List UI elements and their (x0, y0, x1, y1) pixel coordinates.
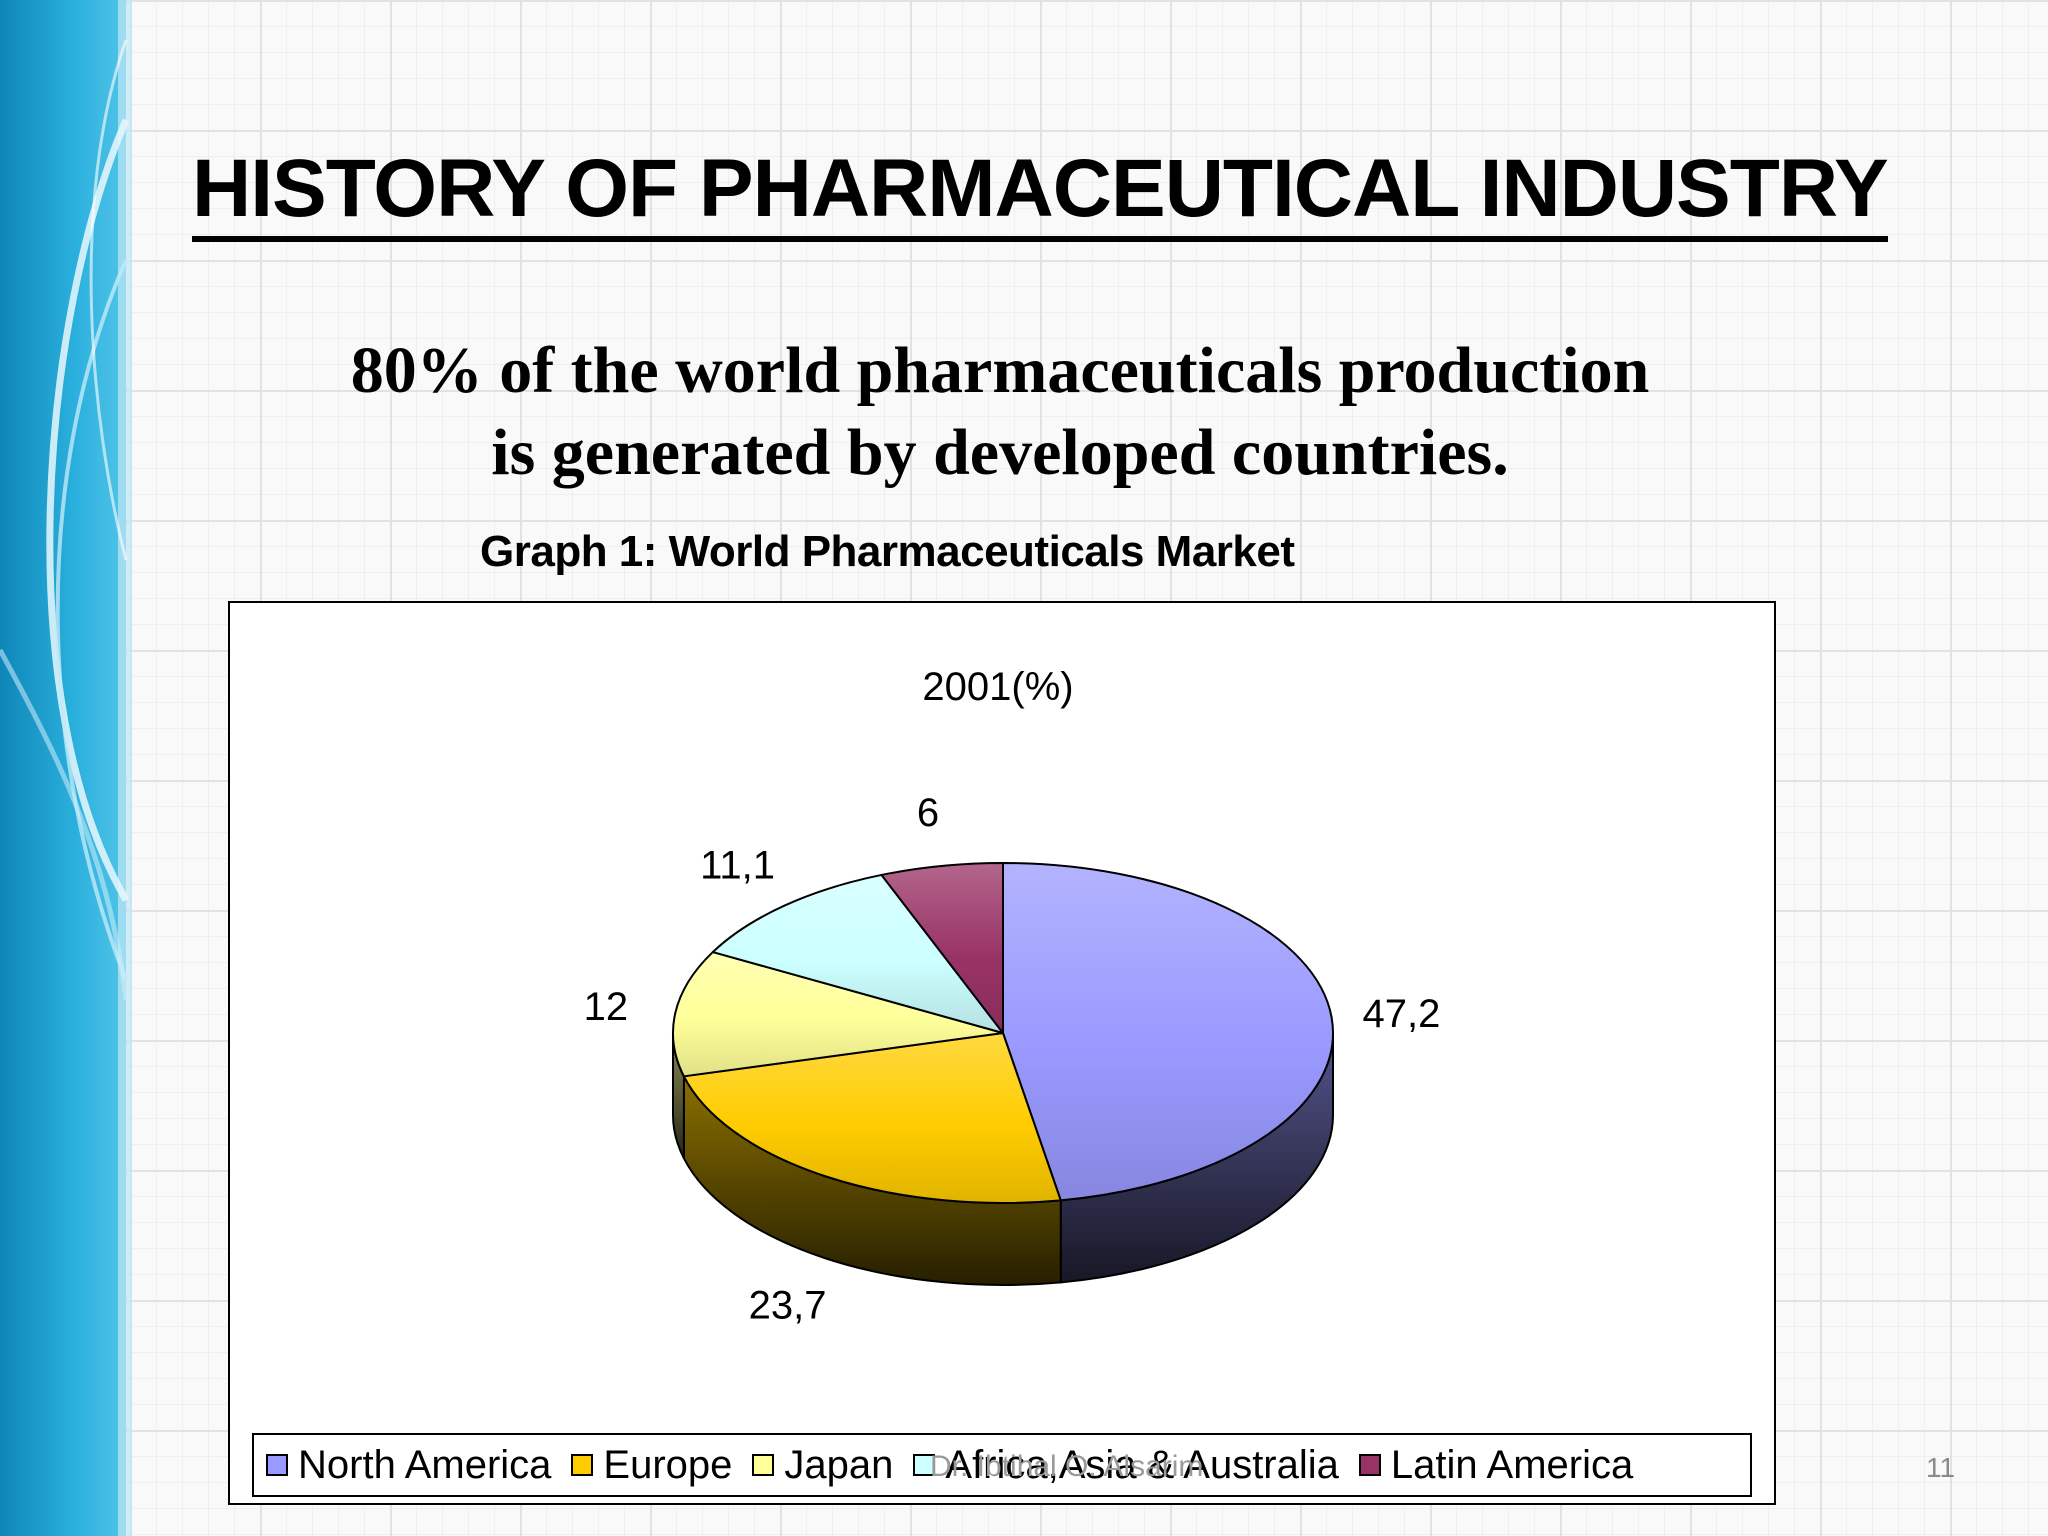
subtitle-line-2: is generated by developed countries. (491, 416, 1509, 489)
legend-swatch (913, 1454, 936, 1476)
slice-value-label: 47,2 (1363, 992, 1441, 1036)
legend-swatch (571, 1454, 594, 1476)
legend-item: North America (266, 1443, 551, 1488)
pie-slice (711, 873, 1004, 1034)
legend-label: Europe (603, 1442, 733, 1487)
chart-legend: North America Europe Japan Africa,Asia & Au… (252, 1433, 1752, 1497)
pie-slice (880, 862, 1004, 1034)
pie-slice (672, 951, 1004, 1078)
legend-label: Japan (784, 1442, 894, 1487)
footer-author: Dr. Ibtihal O. Alsarim (930, 1450, 1204, 1483)
legend-swatch (1358, 1454, 1381, 1476)
page-number: 11 (1926, 1452, 1956, 1483)
legend-item: Europe (571, 1443, 732, 1488)
legend-label: Africa,Asia & Australia (945, 1442, 1339, 1487)
slice-value-label: 6 (917, 791, 939, 835)
slide-title: HISTORY OF PHARMACEUTICAL INDUSTRY (192, 148, 1889, 242)
pie-slice (1002, 862, 1334, 1202)
slide-subtitle: 80% of the world pharmaceuticals product… (240, 330, 1760, 494)
pie-chart: 2001(%) 47,2 23,7 12 11,1 6 (584, 665, 1441, 1328)
chart-title: 2001(%) (922, 665, 1073, 709)
legend-label: North America (298, 1442, 552, 1487)
legend-item: Japan (752, 1443, 893, 1488)
legend-item: Latin America (1358, 1442, 1634, 1488)
legend-label: Latin America (1390, 1442, 1634, 1487)
slice-value-label: 11,1 (700, 844, 775, 888)
graph-caption: Graph 1: World Pharmaceuticals Market (480, 527, 1295, 576)
pie-chart-frame: 2001(%) 47,2 23,7 12 11,1 6 North America Euro… (228, 601, 1776, 1505)
legend-swatch (266, 1454, 288, 1476)
legend-swatch (752, 1454, 775, 1476)
slice-value-label: 12 (584, 985, 629, 1029)
subtitle-line-1: 80% of the world pharmaceuticals product… (350, 334, 1650, 407)
slice-value-label: 23,7 (749, 1284, 827, 1328)
pie-slice (682, 1032, 1062, 1204)
sidebar-decoration (0, 0, 132, 1536)
legend-item: Africa,Asia & Australia (913, 1443, 1339, 1488)
